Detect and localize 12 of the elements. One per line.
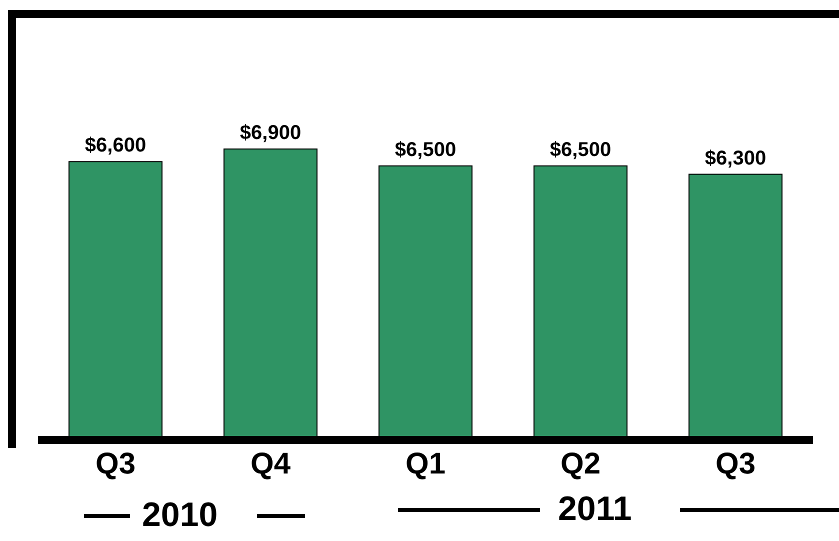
data-label: $6,500	[550, 138, 612, 161]
data-label: $6,500	[394, 138, 456, 161]
data-label: $6,600	[84, 134, 146, 157]
data-label: $6,900	[240, 122, 302, 144]
text: 2010	[142, 496, 218, 535]
x-tick-label: Q3	[715, 447, 756, 480]
x-tick-label: Q2	[560, 447, 601, 480]
text: 2011	[558, 490, 632, 529]
x-tick-label: Q4	[250, 447, 291, 480]
data-label: $6,300	[704, 147, 766, 170]
x-tick-label: Q3	[95, 447, 136, 480]
x-tick-label: Q1	[405, 447, 446, 480]
